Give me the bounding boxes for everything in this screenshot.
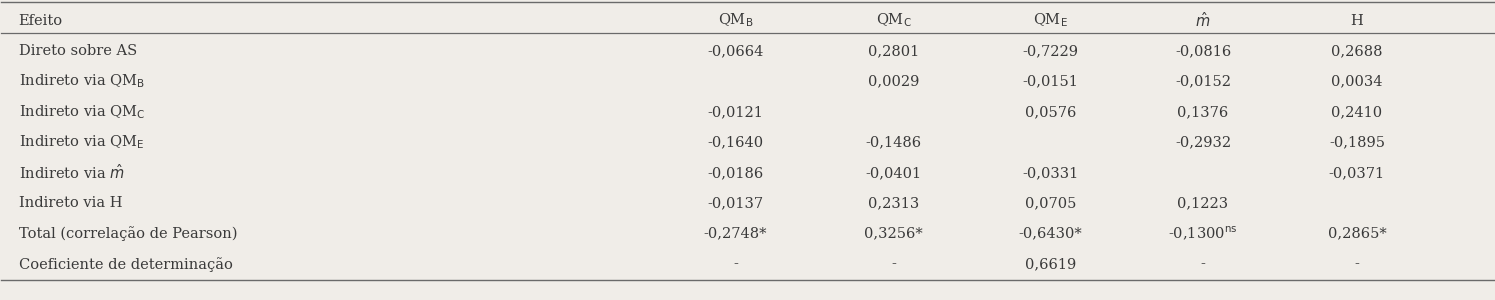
Text: 0,0576: 0,0576 bbox=[1026, 105, 1076, 119]
Text: $\hat{m}$: $\hat{m}$ bbox=[1196, 11, 1211, 30]
Text: -: - bbox=[1354, 257, 1359, 271]
Text: H: H bbox=[1350, 14, 1363, 28]
Text: -0,1300$^{\mathrm{ns}}$: -0,1300$^{\mathrm{ns}}$ bbox=[1168, 225, 1238, 243]
Text: 0,6619: 0,6619 bbox=[1026, 257, 1076, 271]
Text: Coeficiente de determinação: Coeficiente de determinação bbox=[18, 257, 233, 272]
Text: -0,1895: -0,1895 bbox=[1329, 135, 1384, 149]
Text: -: - bbox=[733, 257, 739, 271]
Text: 0,2410: 0,2410 bbox=[1332, 105, 1383, 119]
Text: -0,0331: -0,0331 bbox=[1023, 166, 1079, 180]
Text: Indireto via H: Indireto via H bbox=[18, 196, 123, 210]
Text: -0,0137: -0,0137 bbox=[707, 196, 764, 210]
Text: -0,0401: -0,0401 bbox=[866, 166, 922, 180]
Text: -0,1640: -0,1640 bbox=[707, 135, 764, 149]
Text: -0,0186: -0,0186 bbox=[707, 166, 764, 180]
Text: Total (correlação de Pearson): Total (correlação de Pearson) bbox=[18, 226, 238, 241]
Text: -0,2932: -0,2932 bbox=[1175, 135, 1230, 149]
Text: -0,0121: -0,0121 bbox=[707, 105, 764, 119]
Text: 0,0034: 0,0034 bbox=[1331, 74, 1383, 88]
Text: 0,2865*: 0,2865* bbox=[1328, 227, 1386, 241]
Text: QM$_\mathrm{E}$: QM$_\mathrm{E}$ bbox=[1033, 12, 1067, 29]
Text: -0,2748*: -0,2748* bbox=[704, 227, 767, 241]
Text: QM$_\mathrm{B}$: QM$_\mathrm{B}$ bbox=[718, 12, 753, 29]
Text: 0,2801: 0,2801 bbox=[869, 44, 919, 58]
Text: -: - bbox=[1200, 257, 1205, 271]
Text: -0,0152: -0,0152 bbox=[1175, 74, 1230, 88]
Text: -: - bbox=[891, 257, 897, 271]
Text: 0,0029: 0,0029 bbox=[869, 74, 919, 88]
Text: Direto sobre AS: Direto sobre AS bbox=[18, 44, 138, 58]
Text: Indireto via QM$_\mathrm{B}$: Indireto via QM$_\mathrm{B}$ bbox=[18, 73, 145, 90]
Text: -0,6430*: -0,6430* bbox=[1018, 227, 1082, 241]
Text: Indireto via QM$_\mathrm{C}$: Indireto via QM$_\mathrm{C}$ bbox=[18, 103, 145, 121]
Text: 0,0705: 0,0705 bbox=[1026, 196, 1076, 210]
Text: -0,7229: -0,7229 bbox=[1023, 44, 1079, 58]
Text: Indireto via QM$_\mathrm{E}$: Indireto via QM$_\mathrm{E}$ bbox=[18, 134, 144, 151]
Text: -0,1486: -0,1486 bbox=[866, 135, 922, 149]
Text: 0,3256*: 0,3256* bbox=[864, 227, 924, 241]
Text: -0,0664: -0,0664 bbox=[707, 44, 764, 58]
Text: -0,0371: -0,0371 bbox=[1329, 166, 1384, 180]
Text: 0,2313: 0,2313 bbox=[869, 196, 919, 210]
Text: 0,2688: 0,2688 bbox=[1331, 44, 1383, 58]
Text: 0,1376: 0,1376 bbox=[1178, 105, 1229, 119]
Text: QM$_\mathrm{C}$: QM$_\mathrm{C}$ bbox=[876, 12, 912, 29]
Text: Efeito: Efeito bbox=[18, 14, 63, 28]
Text: Indireto via $\hat{m}$: Indireto via $\hat{m}$ bbox=[18, 164, 124, 182]
Text: -0,0816: -0,0816 bbox=[1175, 44, 1232, 58]
Text: -0,0151: -0,0151 bbox=[1023, 74, 1078, 88]
Text: 0,1223: 0,1223 bbox=[1178, 196, 1229, 210]
